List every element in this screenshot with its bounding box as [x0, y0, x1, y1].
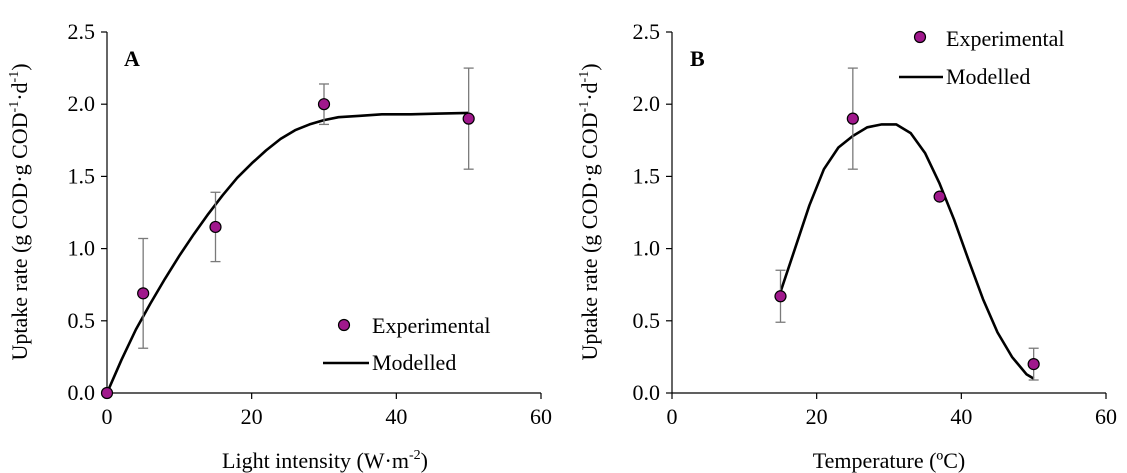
panel-label: A: [124, 46, 140, 71]
x-axis-title-text: Light intensity (W·m: [222, 448, 409, 473]
y-axis-title-superscript: -1: [577, 101, 592, 113]
legend-label-experimental: Experimental: [946, 26, 1065, 51]
x-axis-title: Temperature (ºC): [813, 448, 966, 473]
chart-panel-b: 0.0 0.5 1.0 1.5 2.0 2.5 0 20 40 60 Temperature (ºC…: [577, 19, 1117, 473]
x-tick-label: 20: [806, 404, 828, 429]
y-axis-title: Uptake rate (g COD·g COD-1·d-1): [577, 63, 602, 360]
y-axis-title-superscript: -1: [7, 101, 22, 113]
data-point: [846, 112, 859, 125]
y-tick-label: 2.0: [68, 91, 96, 116]
x-tick-label: 60: [530, 404, 552, 429]
y-tick-label: 0.0: [68, 380, 96, 405]
legend-label-modelled: Modelled: [372, 350, 456, 375]
y-tick-label: 1.5: [633, 163, 661, 188]
chart-panel-a: 0.0 0.5 1.0 1.5 2.0 2.5 0 20 40 60 Light intensity…: [7, 19, 552, 473]
x-axis-title-text: Temperature (ºC): [813, 448, 966, 473]
legend-label-experimental: Experimental: [372, 313, 491, 338]
y-axis-title-text: ·d: [577, 82, 602, 100]
y-axis-title: Uptake rate (g COD·g COD-1·d-1): [7, 63, 32, 360]
y-tick-label: 0.5: [68, 308, 96, 333]
x-tick-label: 0: [102, 404, 113, 429]
data-point: [137, 287, 150, 300]
y-axis-title-text: ): [577, 63, 602, 70]
modelled-line: [105, 111, 469, 394]
panel-label: B: [690, 46, 705, 71]
data-point: [462, 112, 475, 125]
x-tick-label: 40: [950, 404, 972, 429]
x-axis-title-superscript: -2: [409, 448, 421, 463]
y-axis-title-text: Uptake rate (g COD·g COD: [577, 112, 602, 360]
data-point: [774, 290, 787, 303]
y-tick-label: 0.0: [633, 380, 661, 405]
y-tick-label: 1.5: [68, 163, 96, 188]
legend-label-modelled: Modelled: [946, 64, 1030, 89]
x-axis-title-end: ): [421, 448, 428, 473]
y-axis-title-superscript: -1: [577, 71, 592, 83]
data-point: [317, 98, 331, 111]
y-tick-label: 1.0: [68, 236, 96, 261]
y-tick-label: 0.5: [633, 308, 661, 333]
legend-marker-experimental: [337, 318, 351, 332]
x-tick-label: 60: [1095, 404, 1117, 429]
data-point: [100, 386, 114, 400]
x-tick-label: 20: [241, 404, 263, 429]
x-tick-label: 0: [667, 404, 678, 429]
data-point: [1027, 358, 1040, 371]
x-axis-title: Light intensity (W·m-2): [222, 448, 428, 473]
y-tick-label: 2.5: [633, 19, 661, 44]
legend-marker-experimental: [913, 30, 927, 44]
data-point: [933, 190, 946, 203]
y-axis-title-text: ·d: [7, 82, 32, 100]
y-tick-label: 1.0: [633, 236, 661, 261]
y-axis-title-text: Uptake rate (g COD·g COD: [7, 112, 32, 360]
y-axis-title-text: ): [7, 63, 32, 70]
y-axis-title-superscript: -1: [7, 71, 22, 83]
y-tick-label: 2.5: [68, 19, 96, 44]
modelled-line: [779, 123, 1035, 380]
x-tick-label: 40: [385, 404, 407, 429]
data-point: [209, 220, 222, 234]
y-tick-label: 2.0: [633, 91, 661, 116]
